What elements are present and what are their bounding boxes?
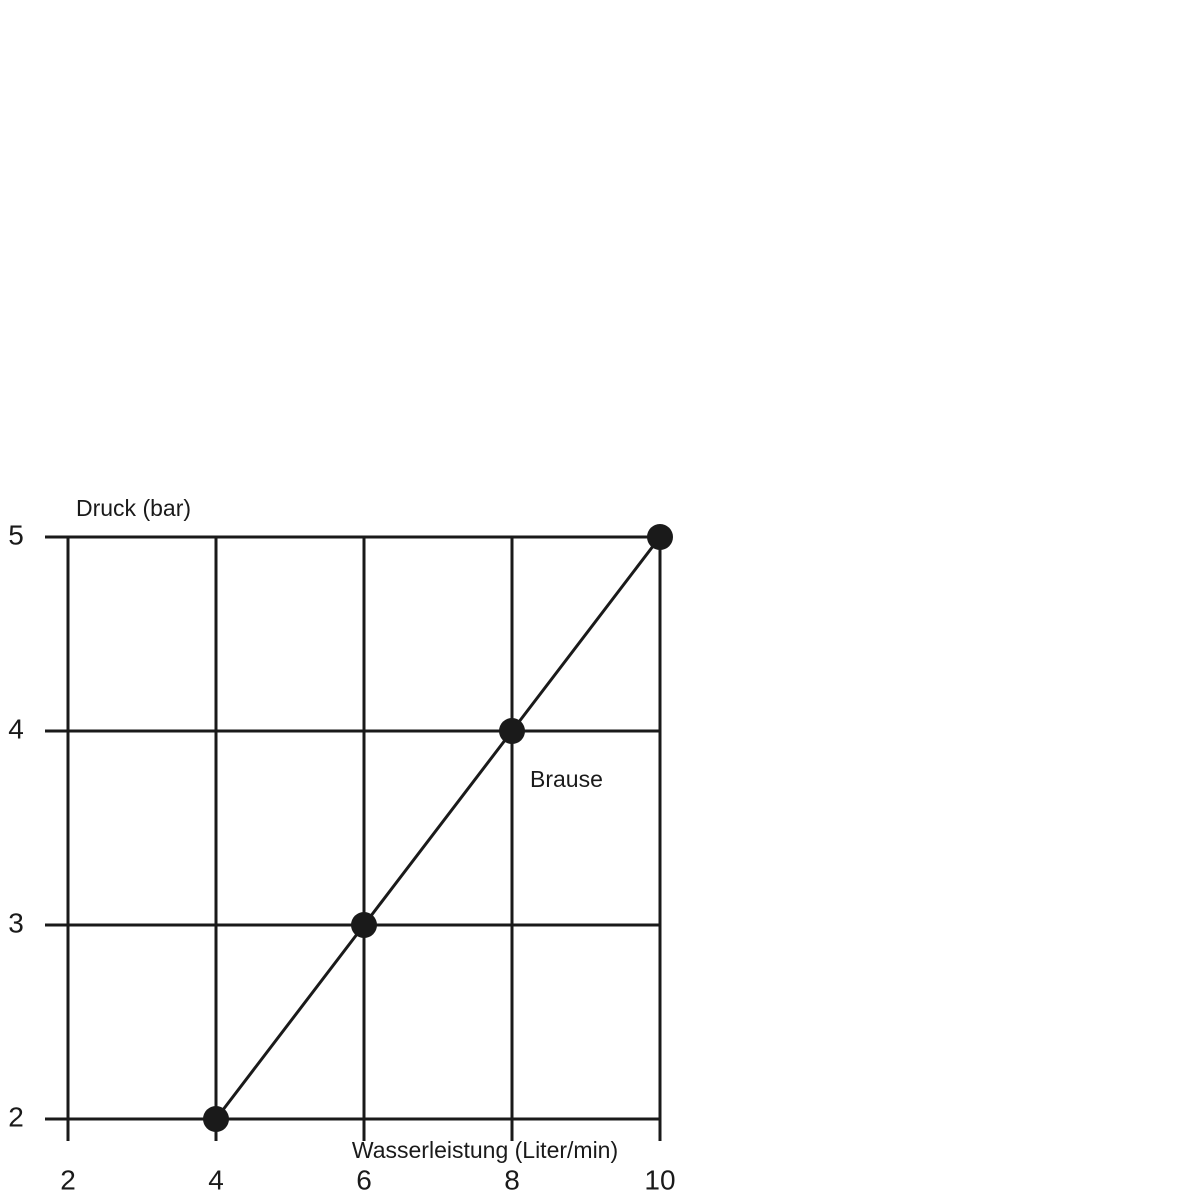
y-tick-label: 2 (8, 1101, 24, 1132)
line (214, 536, 662, 1120)
x-tick-label: 2 (60, 1164, 76, 1195)
y-tick-label: 3 (8, 907, 24, 938)
point (351, 912, 377, 938)
x-tick-label: 8 (504, 1164, 520, 1195)
series-label: Brause (530, 766, 603, 792)
x-tick-label: 4 (208, 1164, 224, 1195)
point (203, 1106, 229, 1132)
y-tick-label: 4 (8, 713, 24, 744)
x-tick-label: 6 (356, 1164, 372, 1195)
y-tick-label: 5 (8, 519, 24, 550)
x-axis-label: Wasserleistung (Liter/min) (352, 1137, 618, 1163)
point (499, 718, 525, 744)
y-axis-label: Druck (bar) (76, 495, 191, 521)
point (647, 524, 673, 550)
x-tick-label: 10 (644, 1164, 675, 1195)
